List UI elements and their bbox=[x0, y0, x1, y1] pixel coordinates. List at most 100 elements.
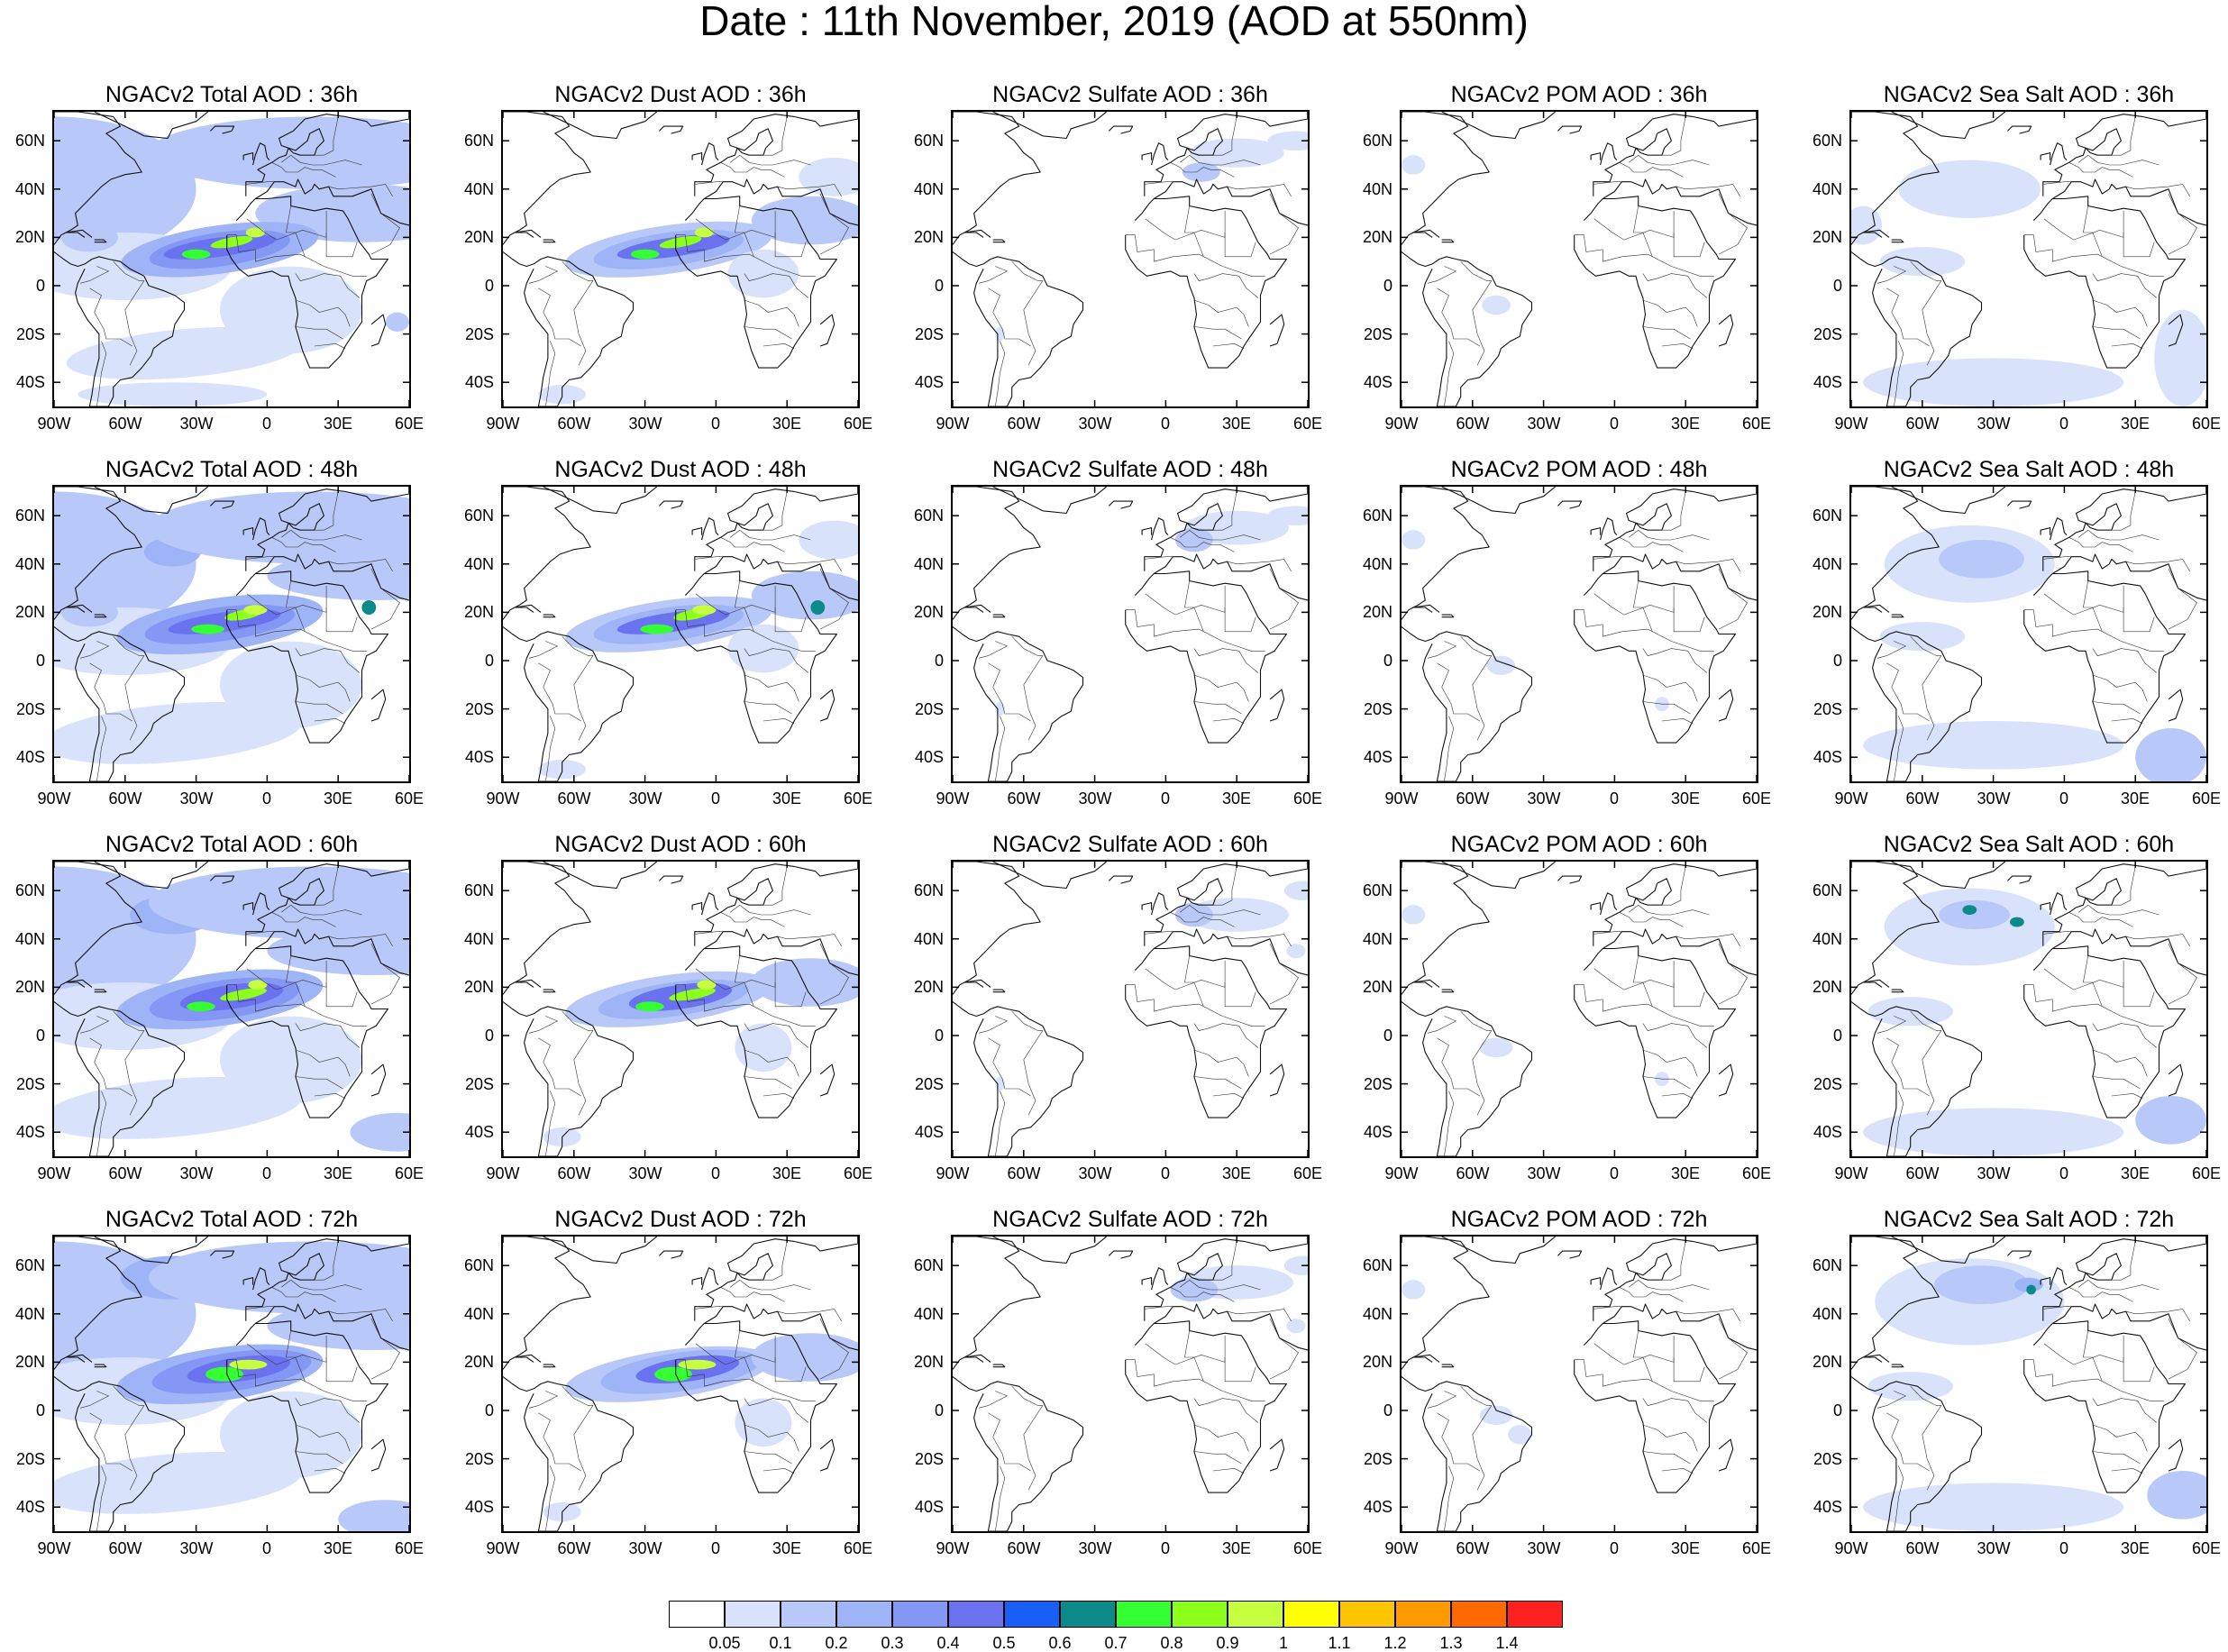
country-border bbox=[819, 943, 849, 1005]
lon-tick-label: 0 bbox=[261, 1539, 271, 1557]
lat-tick-label: 20S bbox=[15, 325, 45, 343]
country-border bbox=[2125, 934, 2190, 946]
country-border bbox=[762, 1092, 795, 1099]
coastline bbox=[675, 945, 837, 1118]
country-border bbox=[295, 648, 360, 673]
country-border bbox=[1170, 537, 1235, 552]
coastline bbox=[94, 112, 209, 140]
lat-tick-label: 20S bbox=[914, 700, 944, 718]
aod-contour bbox=[1863, 721, 2124, 770]
country-border bbox=[995, 1091, 1006, 1156]
coastline bbox=[953, 251, 1084, 406]
country-border bbox=[978, 266, 1009, 284]
aod-contour bbox=[385, 312, 409, 332]
country-border bbox=[1718, 568, 1748, 630]
lat-tick-label: 0 bbox=[484, 277, 494, 295]
lon-tick-label: 60W bbox=[1007, 789, 1041, 808]
lon-tick-label: 30W bbox=[1977, 789, 2011, 808]
coastline bbox=[992, 614, 1006, 618]
aod-contour bbox=[1402, 530, 1426, 550]
coastline bbox=[94, 1237, 209, 1264]
country-border bbox=[1193, 273, 1258, 298]
aod-contour bbox=[1402, 1280, 1426, 1300]
aod-contour bbox=[735, 1398, 792, 1447]
lon-tick-label: 30E bbox=[1670, 1539, 1701, 1557]
country-border bbox=[777, 184, 842, 196]
country-border bbox=[1894, 1465, 1904, 1531]
country-border bbox=[96, 1091, 107, 1156]
panel-title: NGACv2 Dust AOD : 36h bbox=[554, 82, 807, 107]
country-border bbox=[2111, 342, 2143, 349]
map-frame bbox=[951, 485, 1310, 783]
lat-tick-label: 20S bbox=[1363, 1450, 1392, 1468]
coastline bbox=[1441, 112, 1557, 140]
map-panel-sulfate-36h: NGACv2 Sulfate AOD : 36h 60N 40N 20N 0 20S 40S… bbox=[899, 81, 1347, 443]
country-border bbox=[2123, 982, 2155, 1008]
country-border bbox=[2042, 181, 2072, 185]
country-border bbox=[744, 273, 808, 298]
lat-tick-label: 40N bbox=[913, 180, 944, 198]
map-panel-sulfate-72h: NGACv2 Sulfate AOD : 72h 60N 40N 20N 0 20S 40S… bbox=[899, 1206, 1347, 1568]
map-panel-total-48h: NGACv2 Total AOD : 48h 60N 40N 20N 0 20S 40S 90… bbox=[0, 456, 449, 818]
country-border bbox=[1193, 299, 1249, 327]
country-border bbox=[1648, 866, 1686, 906]
country-border bbox=[1642, 1424, 1698, 1452]
aod-contour bbox=[2135, 728, 2206, 781]
coastline bbox=[963, 979, 991, 988]
lat-tick-label: 20N bbox=[463, 228, 494, 246]
country-border bbox=[1642, 1023, 1707, 1048]
coastline bbox=[2042, 862, 2206, 976]
panel-title: NGACv2 Dust AOD : 72h bbox=[554, 1207, 807, 1232]
lon-tick-label: 30W bbox=[1078, 789, 1112, 808]
aod-map bbox=[54, 112, 409, 406]
colorbar-swatch bbox=[1172, 1601, 1228, 1628]
country-border bbox=[744, 326, 792, 340]
map-panel-seasalt-60h: NGACv2 Sea Salt AOD : 60h 60N 40N 20N 0 20S 40… bbox=[1797, 831, 2228, 1193]
lat-tick-label: 60N bbox=[463, 132, 494, 150]
lon-tick-label: 30E bbox=[323, 1539, 353, 1557]
country-border bbox=[1894, 341, 1904, 406]
lat-tick-label: 20N bbox=[1362, 978, 1392, 996]
lat-tick-label: 20S bbox=[1813, 1075, 1842, 1093]
country-border bbox=[1011, 635, 1044, 741]
lon-tick-label: 30W bbox=[179, 415, 214, 433]
country-border bbox=[89, 662, 132, 722]
coastline bbox=[1574, 945, 1736, 1118]
coastline bbox=[1600, 892, 1618, 916]
lon-tick-label: 60W bbox=[557, 1539, 591, 1557]
country-border bbox=[314, 1092, 346, 1099]
lat-tick-label: 40S bbox=[464, 1498, 494, 1516]
coastline bbox=[1141, 1277, 1153, 1285]
country-border bbox=[1180, 1279, 1261, 1291]
country-border bbox=[1444, 1091, 1455, 1156]
aod-map bbox=[503, 112, 858, 406]
coastline bbox=[1441, 1364, 1455, 1368]
lat-tick-label: 0 bbox=[1832, 652, 1842, 670]
coastline bbox=[1109, 875, 1134, 884]
lon-tick-label: 30W bbox=[1527, 1164, 1561, 1182]
country-border bbox=[2092, 273, 2157, 298]
country-border bbox=[2092, 1023, 2157, 1048]
lat-tick-label: 40N bbox=[1812, 930, 1842, 948]
lon-tick-label: 90W bbox=[486, 1539, 520, 1557]
country-border bbox=[300, 491, 339, 531]
lat-tick-label: 0 bbox=[1383, 1027, 1392, 1045]
coastline bbox=[691, 527, 703, 535]
aod-contour bbox=[1402, 155, 1426, 175]
lon-tick-label: 30W bbox=[1527, 1539, 1561, 1557]
coastline bbox=[1851, 1376, 1983, 1531]
colorbar-swatch bbox=[1060, 1601, 1116, 1628]
coastline bbox=[701, 1267, 719, 1291]
aod-map bbox=[503, 862, 858, 1156]
country-border bbox=[2092, 1049, 2148, 1077]
country-border bbox=[1676, 559, 1740, 571]
coastline bbox=[1851, 626, 1983, 781]
country-border bbox=[1145, 1335, 1226, 1365]
coastline bbox=[503, 251, 635, 406]
country-border bbox=[528, 266, 559, 284]
lon-tick-label: 0 bbox=[1609, 789, 1619, 808]
lat-tick-label: 40S bbox=[15, 748, 45, 766]
country-border bbox=[1224, 1357, 1256, 1383]
aod-contour bbox=[1879, 622, 1966, 652]
